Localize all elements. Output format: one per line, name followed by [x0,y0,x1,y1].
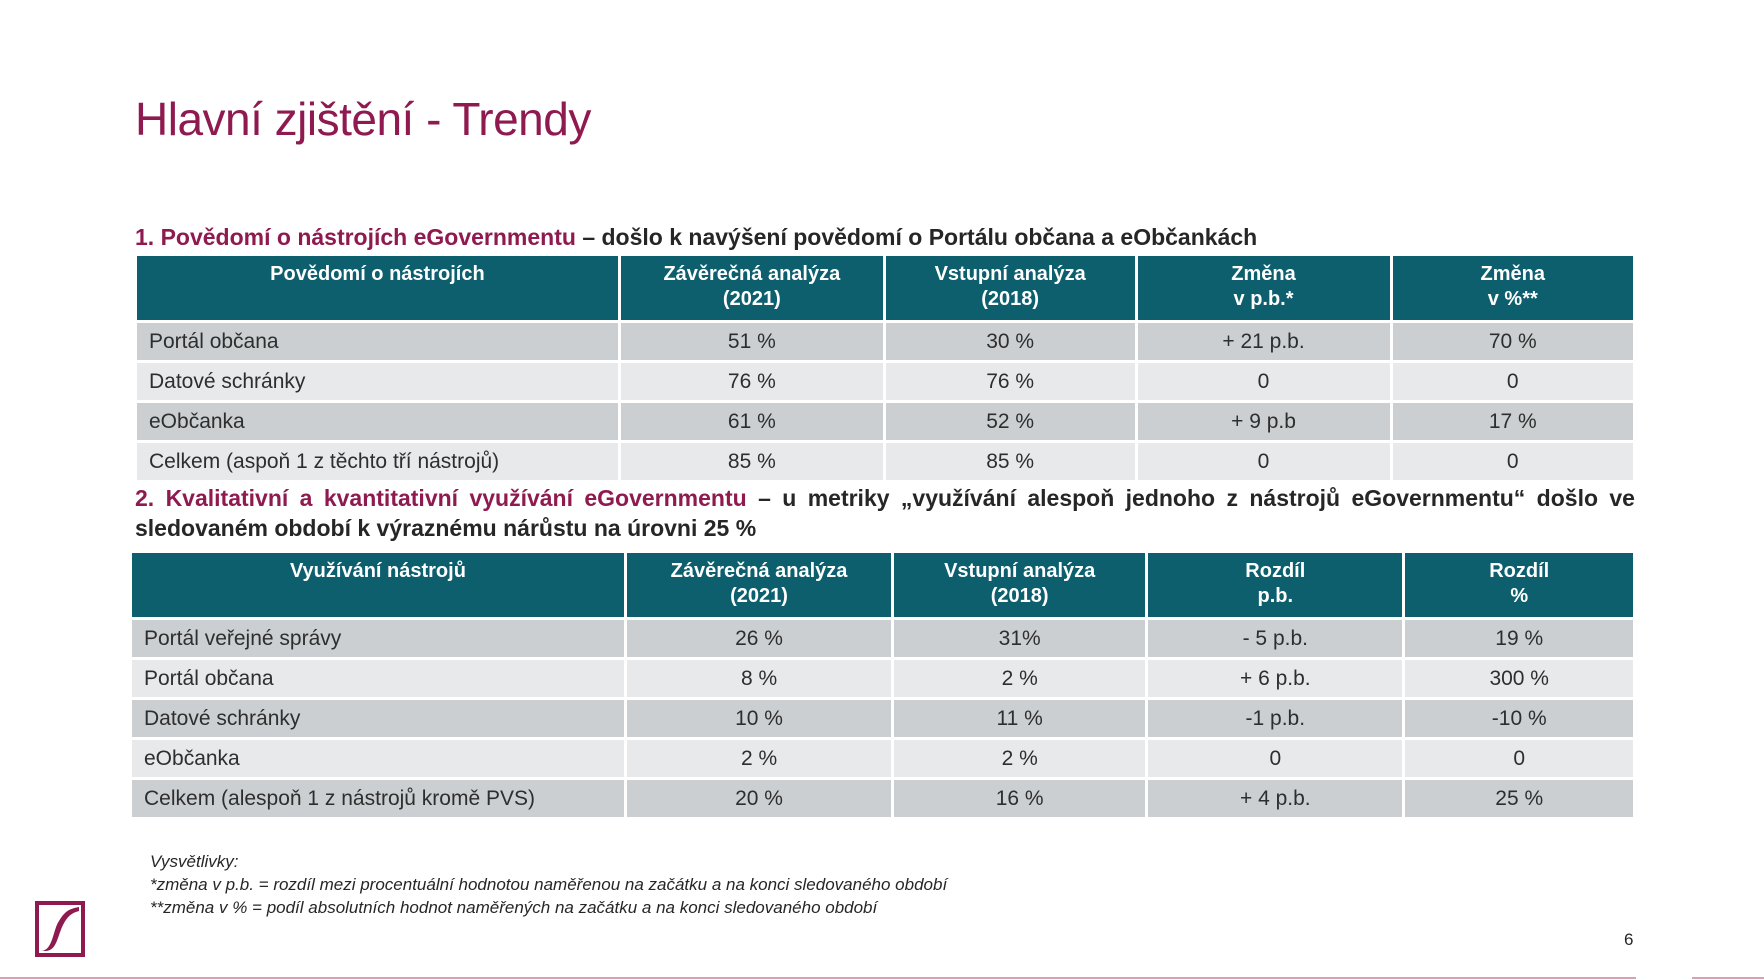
cell-diff-pct: 0 [1405,740,1633,777]
column-header: Závěrečná analýza (2021) [620,256,883,320]
cell-2021: 76 % [620,363,883,400]
table-row: Celkem (aspoň 1 z těchto tří nástrojů) 8… [137,443,1633,480]
section1-heading-rest: – došlo k navýšení povědomí o Portálu ob… [575,224,1258,250]
cell-diff-pb: + 4 p.b. [1148,780,1403,817]
cell-diff-pct: 300 % [1405,660,1633,697]
footnote-pct: **změna v % = podíl absolutních hodnot n… [150,898,878,917]
cell-2021: 10 % [626,700,892,737]
cell-change-pb: + 9 p.b [1137,403,1390,440]
cell-diff-pb: 0 [1148,740,1403,777]
column-header: Změna v p.b.* [1137,256,1390,320]
column-header: Vstupní analýza (2018) [894,553,1146,617]
section2-heading-accent: 2. Kvalitativní a kvantitativní využíván… [135,485,747,511]
table-row: Datové schránky 10 % 11 % -1 p.b. -10 % [132,700,1633,737]
brand-logo-icon [35,901,85,957]
column-header: Závěrečná analýza (2021) [626,553,892,617]
column-header: Povědomí o nástrojích [137,256,618,320]
cell-2018: 30 % [885,323,1135,360]
footer-divider [0,977,1636,979]
section1-heading-accent: 1. Povědomí o nástrojích eGovernmentu [135,224,576,250]
column-header: Využívání nástrojů [132,553,624,617]
table-row: eObčanka 61 % 52 % + 9 p.b 17 % [137,403,1633,440]
cell-2018: 52 % [885,403,1135,440]
cell-diff-pb: + 6 p.b. [1148,660,1403,697]
slide-title: Hlavní zjištění - Trendy [135,93,591,145]
cell-2021: 61 % [620,403,883,440]
footnote-pb: *změna v p.b. = rozdíl mezi procentuální… [150,875,948,894]
cell-diff-pb: -1 p.b. [1148,700,1403,737]
cell-2021: 51 % [620,323,883,360]
section1-heading: 1. Povědomí o nástrojích eGovernmentu – … [135,222,1635,252]
page-number: 6 [1624,930,1634,949]
cell-change-pb: 0 [1137,443,1390,480]
cell-2018: 2 % [894,660,1146,697]
table-row: Portál občana 51 % 30 % + 21 p.b. 70 % [137,323,1633,360]
cell-2021: 20 % [626,780,892,817]
table-header-row: Povědomí o nástrojích Závěrečná analýza(… [137,256,1633,320]
section2-heading: 2. Kvalitativní a kvantitativní využíván… [135,483,1635,543]
cell-2018: 2 % [894,740,1146,777]
footnotes: Vysvětlivky: *změna v p.b. = rozdíl mezi… [150,850,947,919]
footnotes-title: Vysvětlivky: [150,852,239,871]
row-label: eObčanka [137,403,618,440]
row-label: Portál občana [132,660,624,697]
footer-divider [1692,977,1764,979]
cell-2021: 8 % [626,660,892,697]
cell-change-pct: 0 [1392,363,1633,400]
column-header: Rozdíl p.b. [1148,553,1403,617]
row-label: eObčanka [132,740,624,777]
table-row: Datové schránky 76 % 76 % 0 0 [137,363,1633,400]
table-header-row: Využívání nástrojů Závěrečná analýza (202… [132,553,1633,617]
cell-change-pb: + 21 p.b. [1137,323,1390,360]
column-header: Vstupní analýza (2018) [885,256,1135,320]
section2-heading-rest: – u metriky „využívání alespoň jednoho z… [135,485,1635,541]
column-header: Změna v %** [1392,256,1633,320]
row-label: Portál veřejné správy [132,620,624,657]
cell-2018: 85 % [885,443,1135,480]
cell-change-pct: 70 % [1392,323,1633,360]
cell-diff-pct: 19 % [1405,620,1633,657]
cell-2018: 76 % [885,363,1135,400]
cell-change-pct: 0 [1392,443,1633,480]
cell-2021: 85 % [620,443,883,480]
cell-diff-pct: 25 % [1405,780,1633,817]
table-row: Portál občana 8 % 2 % + 6 p.b. 300 % [132,660,1633,697]
cell-diff-pct: -10 % [1405,700,1633,737]
usage-table: Využívání nástrojů Závěrečná analýza (202… [129,550,1636,820]
row-label: Celkem (aspoň 1 z těchto tří nástrojů) [137,443,618,480]
cell-2018: 16 % [894,780,1146,817]
cell-2018: 31% [894,620,1146,657]
table-row: Portál veřejné správy 26 % 31% - 5 p.b. … [132,620,1633,657]
table-row: eObčanka 2 % 2 % 0 0 [132,740,1633,777]
row-label: Portál občana [137,323,618,360]
cell-2021: 2 % [626,740,892,777]
cell-2021: 26 % [626,620,892,657]
column-header: Rozdíl% [1405,553,1633,617]
table-row: Celkem (alespoň 1 z nástrojů kromě PVS) … [132,780,1633,817]
row-label: Celkem (alespoň 1 z nástrojů kromě PVS) [132,780,624,817]
row-label: Datové schránky [137,363,618,400]
cell-change-pb: 0 [1137,363,1390,400]
row-label: Datové schránky [132,700,624,737]
cell-2018: 11 % [894,700,1146,737]
cell-diff-pb: - 5 p.b. [1148,620,1403,657]
awareness-table: Povědomí o nástrojích Závěrečná analýza(… [134,253,1636,483]
cell-change-pct: 17 % [1392,403,1633,440]
